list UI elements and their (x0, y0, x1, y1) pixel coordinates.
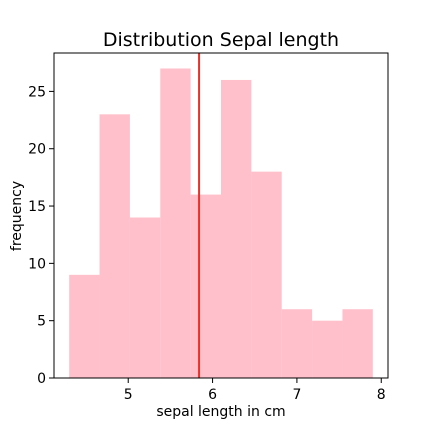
histogram-bar-5 (190, 194, 221, 378)
y-tick-label-20: 20 (28, 142, 46, 158)
histogram-bar-4 (160, 68, 191, 378)
x-tick-label-8: 8 (377, 387, 386, 403)
bars-layer (69, 68, 373, 378)
chart-title: Distribution Sepal length (103, 29, 339, 51)
histogram-bar-9 (312, 320, 343, 378)
y-tick-label-0: 0 (37, 371, 46, 387)
histogram-bar-3 (129, 217, 161, 378)
plot-frame (53, 52, 389, 379)
histogram-bar-6 (221, 79, 252, 378)
x-tick-label-7: 7 (292, 387, 301, 403)
histogram-bar-2 (99, 114, 130, 378)
histogram-bar-7 (251, 171, 282, 378)
histogram-bar-1 (69, 274, 100, 378)
x-tick-label-5: 5 (124, 387, 133, 403)
y-axis-label: frequency (9, 181, 25, 251)
x-axis-label: sepal length in cm (156, 404, 285, 420)
y-tick-label-25: 25 (28, 84, 46, 100)
y-tick-label-10: 10 (28, 256, 46, 272)
y-tick-label-5: 5 (37, 314, 46, 330)
histogram-bar-10 (342, 309, 373, 378)
histogram-bar-8 (281, 309, 313, 378)
y-tick-label-15: 15 (28, 199, 46, 215)
ticks-layer: 5 6 7 8 0 5 10 15 20 25 (28, 84, 386, 403)
x-tick-label-6: 6 (208, 387, 217, 403)
axes-layer (53, 52, 389, 379)
